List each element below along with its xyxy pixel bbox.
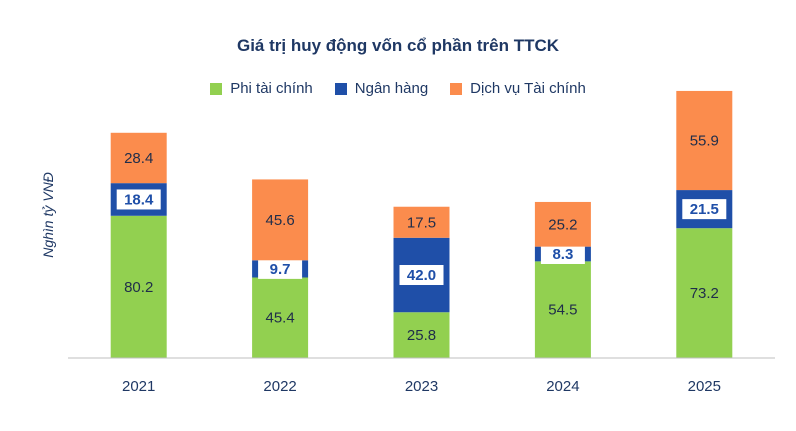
legend-label-dich-vu-tai-chinh: Dịch vụ Tài chính [470, 80, 586, 97]
data-label-phi-tai-chinh-2024: 54.5 [548, 302, 577, 319]
data-label-box-ngan-hang-2022 [258, 258, 303, 279]
bar-dich-vu-tai-chinh-2024 [534, 201, 591, 247]
bar-phi-tai-chinh-2021 [110, 215, 167, 358]
data-label-dich-vu-tai-chinh-2023: 17.5 [407, 214, 436, 231]
bar-dich-vu-tai-chinh-2025 [676, 90, 733, 191]
data-label-box-ngan-hang-2024 [540, 243, 585, 264]
legend-label-phi-tai-chinh: Phi tài chính [230, 80, 313, 97]
bar-phi-tai-chinh-2025 [676, 228, 733, 358]
data-label-box-ngan-hang-2021 [116, 189, 161, 210]
legend-item-phi-tai-chinh: Phi tài chính [210, 80, 313, 97]
legend-item-ngan-hang: Ngân hàng [334, 80, 429, 97]
legend-label-ngan-hang: Ngân hàng [354, 80, 429, 97]
data-label-phi-tai-chinh-2025: 73.2 [690, 285, 719, 302]
data-label-box-ngan-hang-2023 [399, 265, 444, 286]
bar-phi-tai-chinh-2024 [534, 261, 591, 358]
data-label-box-ngan-hang-2025 [682, 199, 727, 220]
data-label-ngan-hang-2025: 21.5 [690, 201, 719, 218]
data-label-dich-vu-tai-chinh-2022: 45.6 [265, 212, 294, 229]
data-label-phi-tai-chinh-2023: 25.8 [407, 327, 436, 344]
x-tick-2023: 2023 [405, 378, 438, 395]
data-label-ngan-hang-2022: 9.7 [270, 261, 291, 278]
x-tick-2021: 2021 [122, 378, 155, 395]
x-tick-2025: 2025 [688, 378, 721, 395]
legend-swatch-phi-tai-chinh [210, 82, 223, 95]
legend-item-dich-vu-tai-chinh: Dịch vụ Tài chính [450, 80, 586, 97]
data-label-phi-tai-chinh-2022: 45.4 [265, 310, 294, 327]
bar-dich-vu-tai-chinh-2023 [393, 206, 450, 238]
bar-dich-vu-tai-chinh-2021 [110, 132, 167, 184]
data-label-dich-vu-tai-chinh-2024: 25.2 [548, 216, 577, 233]
bar-dich-vu-tai-chinh-2022 [252, 179, 309, 261]
bar-phi-tai-chinh-2023 [393, 312, 450, 358]
data-label-ngan-hang-2024: 8.3 [552, 246, 573, 263]
data-label-ngan-hang-2023: 42.0 [407, 267, 436, 284]
data-label-ngan-hang-2021: 18.4 [124, 191, 154, 208]
data-label-dich-vu-tai-chinh-2025: 55.9 [690, 133, 719, 150]
legend-swatch-ngan-hang [334, 82, 347, 95]
chart-title: Giá trị huy động vốn cổ phần trên TTCK [236, 36, 560, 55]
legend: Phi tài chính Ngân hàng Dịch vụ Tài chín… [0, 80, 796, 97]
legend-swatch-dich-vu-tai-chinh [450, 82, 463, 95]
bar-phi-tai-chinh-2022 [252, 277, 309, 358]
x-tick-2022: 2022 [263, 378, 296, 395]
x-tick-2024: 2024 [546, 378, 579, 395]
data-label-phi-tai-chinh-2021: 80.2 [124, 279, 153, 296]
data-label-dich-vu-tai-chinh-2021: 28.4 [124, 150, 153, 167]
